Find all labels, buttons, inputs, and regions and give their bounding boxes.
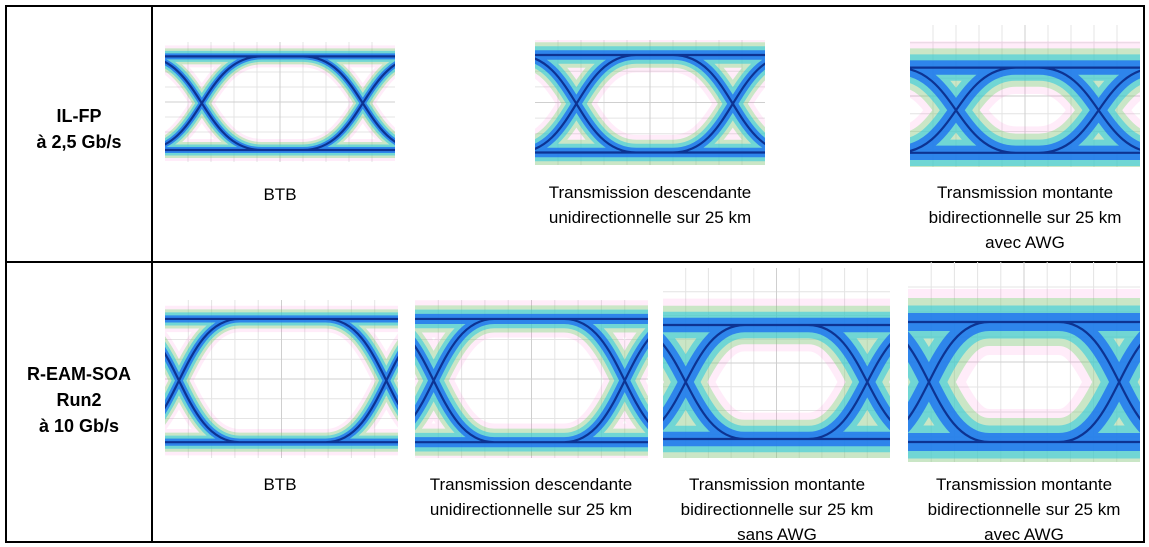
caption-line: Transmission montante xyxy=(688,475,866,494)
caption-line: Transmission montante xyxy=(935,475,1113,494)
row-divider xyxy=(5,261,1145,263)
row-label: R-EAM-SOA Run2 à 10 Gb/s xyxy=(7,361,151,439)
caption-line: BTB xyxy=(263,185,297,204)
caption-line: unidirectionnelle sur 25 km xyxy=(429,500,633,519)
caption-line: avec AWG xyxy=(985,233,1065,252)
eye-diagram xyxy=(908,262,1140,462)
eye-diagram xyxy=(165,300,398,458)
caption-line: Transmission descendante xyxy=(548,183,752,202)
column-divider xyxy=(151,5,153,543)
caption: Transmission montante bidirectionnelle su… xyxy=(647,472,907,547)
row-label-line: à 2,5 Gb/s xyxy=(36,132,122,152)
caption-line: sans AWG xyxy=(737,525,817,544)
caption-line: Transmission descendante xyxy=(429,475,633,494)
caption-line: BTB xyxy=(263,475,297,494)
row-label-line: IL-FP xyxy=(56,106,102,126)
caption: Transmission descendante unidirectionnell… xyxy=(401,472,661,522)
row-label-line: à 10 Gb/s xyxy=(38,416,120,436)
table-frame xyxy=(5,5,1145,543)
eye-diagram xyxy=(910,25,1140,167)
caption-line: Transmission montante xyxy=(936,183,1114,202)
row-label: IL-FP à 2,5 Gb/s xyxy=(7,103,151,155)
eye-diagram xyxy=(415,300,648,458)
caption: BTB xyxy=(150,472,410,497)
row-label-line: R-EAM-SOA xyxy=(27,364,131,384)
caption: Transmission montante bidirectionnelle su… xyxy=(894,472,1149,547)
eye-diagram xyxy=(535,40,765,165)
caption: Transmission descendante unidirectionnell… xyxy=(520,180,780,230)
eye-diagram xyxy=(663,268,890,458)
caption-line: unidirectionnelle sur 25 km xyxy=(548,208,752,227)
caption-line: bidirectionnelle sur 25 km xyxy=(927,500,1121,519)
row-label-line: Run2 xyxy=(56,390,102,410)
caption-line: avec AWG xyxy=(984,525,1064,544)
caption-line: bidirectionnelle sur 25 km xyxy=(680,500,874,519)
eye-diagram xyxy=(165,42,395,162)
caption: Transmission montante bidirectionnelle su… xyxy=(895,180,1149,255)
caption: BTB xyxy=(150,182,410,207)
caption-line: bidirectionnelle sur 25 km xyxy=(928,208,1122,227)
